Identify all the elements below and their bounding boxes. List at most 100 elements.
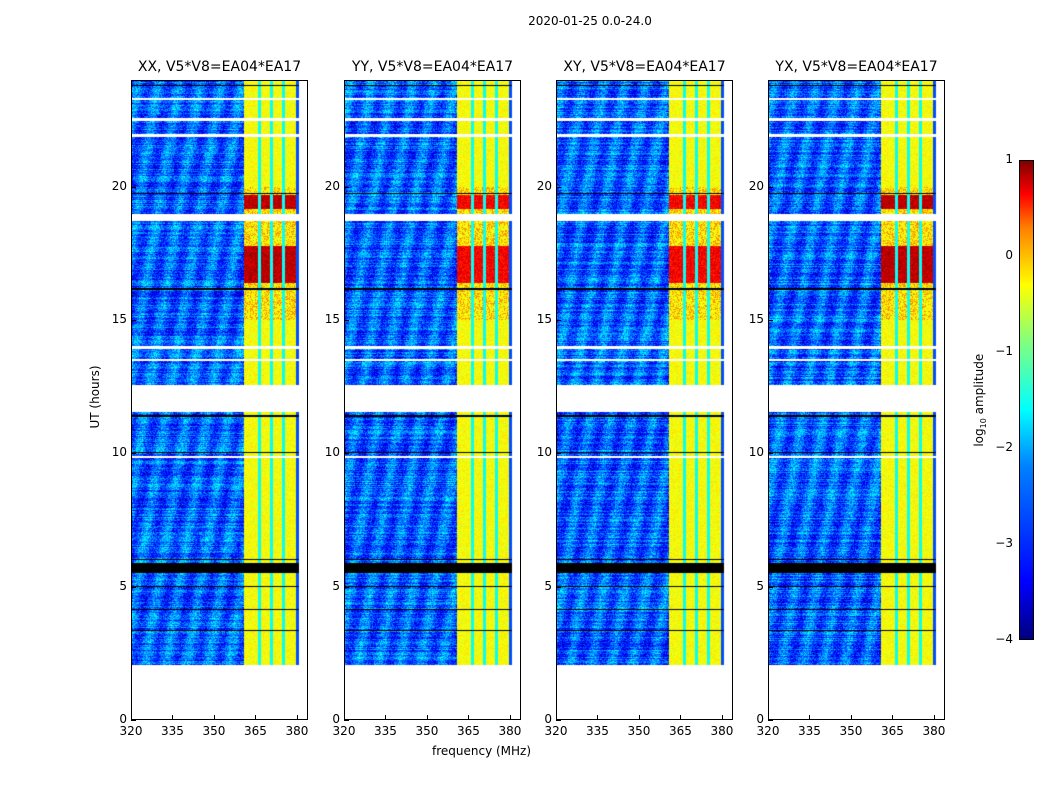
colorbar-tick-label: −2 <box>995 440 1013 454</box>
colorbar <box>1019 160 1034 640</box>
x-tick-label: 320 <box>119 724 143 738</box>
heatmap-image <box>769 81 944 719</box>
y-tick <box>556 320 561 321</box>
x-tick-label: 365 <box>244 724 267 738</box>
y-tick-label: 5 <box>544 578 552 593</box>
x-tick <box>597 715 599 720</box>
panel-title: YX, V5*V8=EA04*EA17 <box>775 59 938 75</box>
y-tick-label: 20 <box>324 178 340 193</box>
x-tick-label: 365 <box>881 724 904 738</box>
y-tick-label: 15 <box>748 312 764 326</box>
colorbar-tick-label: 1 <box>1005 152 1013 166</box>
panel-title: YY, V5*V8=EA04*EA17 <box>351 59 514 75</box>
y-tick-label: 10 <box>111 445 127 460</box>
y-tick-label: 5 <box>119 578 127 593</box>
x-tick-label: 320 <box>332 724 356 738</box>
x-tick-label: 380 <box>285 724 309 738</box>
y-tick-label: 20 <box>111 178 127 193</box>
y-tick <box>768 320 773 321</box>
x-tick <box>768 715 769 720</box>
heatmap-image <box>132 81 307 719</box>
x-tick <box>638 715 640 720</box>
y-tick-label: 20 <box>748 178 764 193</box>
y-tick-label: 0 <box>119 712 127 726</box>
y-tick-label: 10 <box>324 445 340 460</box>
heatmap-image <box>557 81 732 719</box>
y-tick <box>344 320 349 321</box>
y-tick-label: 0 <box>332 712 340 726</box>
y-axis-label: UT (hours) <box>88 365 102 429</box>
colorbar-label: log10 amplitude <box>971 353 989 447</box>
y-tick-label: 15 <box>111 312 127 326</box>
y-tick-label: 15 <box>536 312 552 326</box>
x-tick-label: 350 <box>415 724 439 738</box>
y-tick <box>556 186 561 188</box>
y-tick <box>768 720 773 721</box>
x-tick <box>809 715 811 720</box>
x-tick <box>426 715 428 720</box>
y-tick-label: 0 <box>544 712 552 726</box>
colorbar-tick-label: 0 <box>1005 248 1013 262</box>
colorbar-tick-label: −4 <box>995 632 1013 646</box>
x-tick <box>509 715 511 720</box>
x-tick <box>680 715 682 720</box>
panel-title: XY, V5*V8=EA04*EA17 <box>563 59 726 75</box>
x-tick-label: 350 <box>839 724 863 738</box>
x-tick <box>131 715 132 720</box>
y-tick <box>556 453 561 455</box>
x-tick <box>296 715 298 720</box>
y-tick-label: 0 <box>756 712 764 726</box>
panel-title: XX, V5*V8=EA04*EA17 <box>137 59 302 75</box>
x-tick-label: 335 <box>798 724 821 738</box>
y-tick-label: 10 <box>536 445 552 460</box>
y-tick <box>344 720 349 721</box>
x-tick <box>255 715 257 720</box>
y-tick <box>556 586 561 588</box>
x-tick-label: 365 <box>457 724 480 738</box>
heatmap-panel-2 <box>556 80 733 720</box>
heatmap-panel-3 <box>768 80 945 720</box>
x-tick <box>468 715 470 720</box>
y-tick <box>768 586 773 588</box>
x-tick-label: 350 <box>202 724 226 738</box>
x-tick-label: 365 <box>669 724 692 738</box>
x-tick <box>850 715 852 720</box>
x-tick-label: 380 <box>710 724 734 738</box>
x-tick-label: 335 <box>586 724 609 738</box>
y-tick-label: 5 <box>756 578 764 593</box>
y-tick <box>131 453 136 455</box>
y-tick <box>131 320 136 321</box>
y-tick <box>131 186 136 188</box>
y-tick <box>344 186 349 188</box>
y-tick-label: 5 <box>332 578 340 593</box>
heatmap-panel-0 <box>131 80 308 720</box>
x-tick <box>344 715 345 720</box>
x-tick-label: 320 <box>544 724 568 738</box>
colorbar-tick-label: −1 <box>995 344 1013 358</box>
y-tick <box>556 720 561 721</box>
x-tick <box>892 715 894 720</box>
x-axis-label: frequency (MHz) <box>432 744 532 758</box>
y-tick-label: 20 <box>536 178 552 193</box>
y-tick <box>131 720 136 721</box>
x-tick-label: 320 <box>756 724 780 738</box>
x-tick-label: 350 <box>627 724 651 738</box>
x-tick <box>556 715 557 720</box>
y-tick <box>131 586 136 588</box>
x-tick-label: 380 <box>498 724 522 738</box>
heatmap-image <box>345 81 520 719</box>
y-tick-label: 15 <box>324 312 340 326</box>
heatmap-panel-1 <box>344 80 521 720</box>
x-tick <box>385 715 387 720</box>
y-tick <box>344 586 349 588</box>
x-tick <box>721 715 723 720</box>
y-tick <box>768 453 773 455</box>
figure-title: 2020-01-25 0.0-24.0 <box>528 14 652 28</box>
x-tick <box>172 715 174 720</box>
x-tick <box>213 715 215 720</box>
y-tick-label: 10 <box>748 445 764 460</box>
x-tick-label: 335 <box>374 724 397 738</box>
colorbar-tick-label: −3 <box>995 536 1013 550</box>
x-tick-label: 335 <box>161 724 184 738</box>
